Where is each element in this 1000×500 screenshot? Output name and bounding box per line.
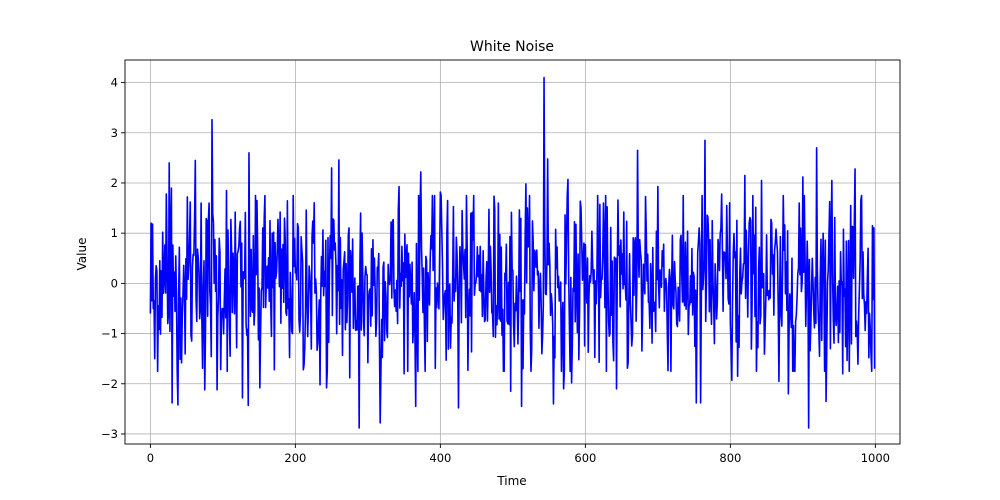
- x-tick-label: 400: [429, 451, 451, 465]
- y-axis-ticks: −3 −2 −1 0 1 2 3 4: [101, 76, 125, 441]
- x-tick-label: 1000: [861, 451, 890, 465]
- x-axis-ticks: 0 200 400 600 800 1000: [147, 444, 890, 465]
- y-axis-label: Value: [75, 238, 89, 271]
- y-tick-label: 3: [111, 126, 118, 140]
- x-tick-label: 0: [147, 451, 154, 465]
- x-tick-label: 600: [574, 451, 596, 465]
- y-tick-label: 0: [111, 276, 118, 290]
- plot-area: [149, 76, 876, 429]
- y-tick-label: −1: [101, 327, 118, 341]
- y-tick-label: 4: [111, 76, 118, 90]
- x-tick-label: 200: [284, 451, 306, 465]
- axes-frame: [124, 59, 901, 445]
- x-tick-label: 800: [719, 451, 741, 465]
- y-tick-label: −2: [101, 377, 118, 391]
- y-tick-label: 2: [111, 176, 118, 190]
- y-tick-label: −3: [101, 427, 118, 441]
- chart-title: White Noise: [470, 39, 554, 55]
- y-tick-label: 1: [111, 226, 118, 240]
- series-line: [149, 76, 876, 429]
- x-axis-label: Time: [496, 474, 526, 488]
